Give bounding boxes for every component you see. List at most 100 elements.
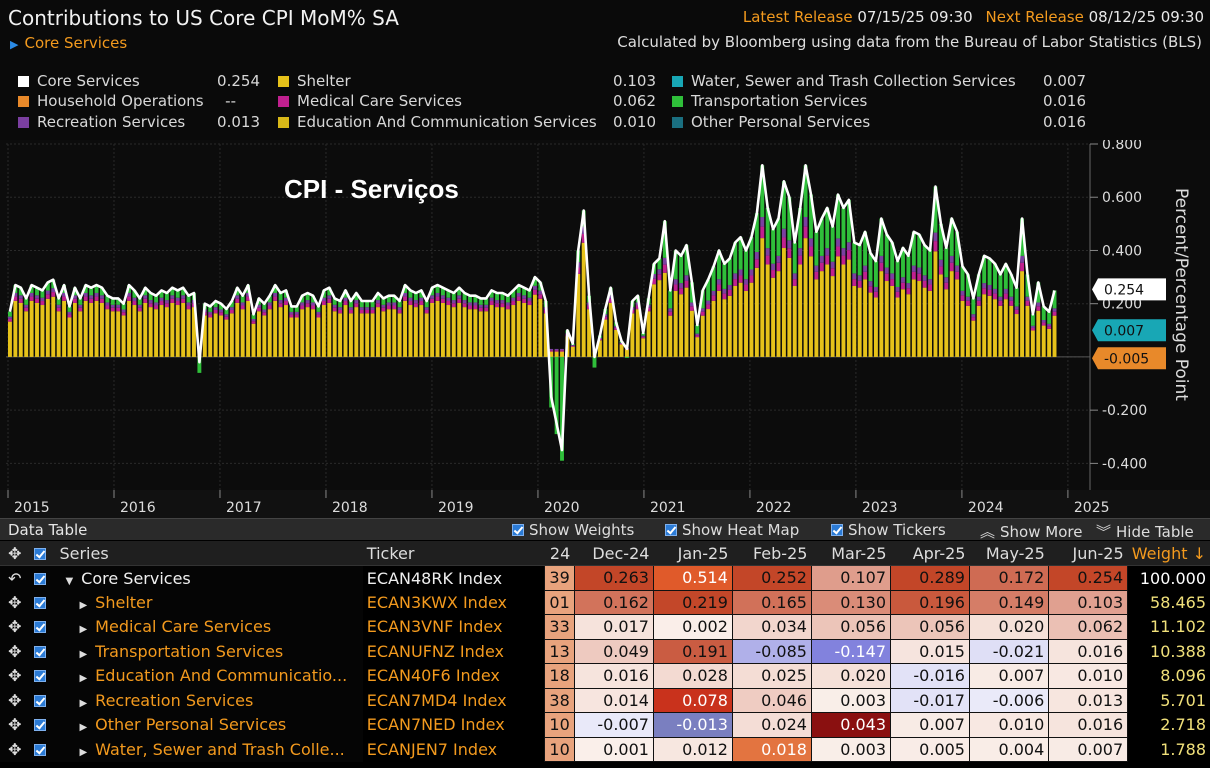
bar-shelter[interactable] xyxy=(733,285,738,357)
bar-medical[interactable] xyxy=(516,296,521,301)
bar-shelter[interactable] xyxy=(998,305,1003,357)
bar-transportation[interactable] xyxy=(83,285,88,293)
bar-shelter[interactable] xyxy=(489,305,494,357)
bar-medical[interactable] xyxy=(408,301,413,306)
bar-recreation[interactable] xyxy=(13,292,18,297)
bar-medical[interactable] xyxy=(500,303,505,308)
bar-recreation[interactable] xyxy=(695,333,700,336)
bar-transportation[interactable] xyxy=(100,287,104,296)
bar-recreation[interactable] xyxy=(392,302,397,306)
bar-shelter[interactable] xyxy=(933,251,938,357)
bar-shelter[interactable] xyxy=(370,313,375,357)
bar-transportation[interactable] xyxy=(316,306,321,312)
bar-recreation[interactable] xyxy=(960,290,965,296)
bar-shelter[interactable] xyxy=(305,307,310,357)
bar-shelter[interactable] xyxy=(949,271,954,357)
bar-medical[interactable] xyxy=(94,296,99,301)
bar-recreation[interactable] xyxy=(971,314,976,318)
bar-recreation[interactable] xyxy=(186,302,191,306)
bar-shelter[interactable] xyxy=(641,338,646,357)
bar-medical[interactable] xyxy=(819,262,824,272)
bar-transportation[interactable] xyxy=(1052,290,1057,309)
bar-shelter[interactable] xyxy=(587,309,592,357)
bar-shelter[interactable] xyxy=(72,302,77,357)
bar-transportation[interactable] xyxy=(473,295,478,303)
bar-shelter[interactable] xyxy=(143,302,148,357)
bar-recreation[interactable] xyxy=(332,304,337,308)
bar-transportation[interactable] xyxy=(928,250,932,280)
bar-medical[interactable] xyxy=(749,275,754,283)
table-row[interactable]: ✥ ▶ Medical Care Services ECAN3VNF Index 33 0… xyxy=(0,614,1210,640)
bar-transportation[interactable] xyxy=(657,258,662,270)
show-tickers-toggle[interactable]: Show Tickers xyxy=(831,521,946,539)
bar-recreation[interactable] xyxy=(771,263,776,271)
bar-transportation[interactable] xyxy=(1020,218,1025,256)
bar-transportation[interactable] xyxy=(457,287,462,296)
bar-shelter[interactable] xyxy=(803,238,808,357)
bar-shelter[interactable] xyxy=(202,315,207,357)
bar-medical[interactable] xyxy=(397,309,402,314)
bar-transportation[interactable] xyxy=(760,165,765,218)
bar-transportation[interactable] xyxy=(706,279,711,301)
bar-recreation[interactable] xyxy=(164,300,169,304)
bar-recreation[interactable] xyxy=(278,300,283,304)
bar-shelter[interactable] xyxy=(976,305,981,357)
bar-recreation[interactable] xyxy=(516,292,521,297)
bar-shelter[interactable] xyxy=(727,295,732,357)
move-icon[interactable]: ✥ xyxy=(0,737,30,762)
bar-medical[interactable] xyxy=(744,284,748,291)
table-row[interactable]: ↶ ▼ Core Services ECAN48RK Index 39 0.263 0.51… xyxy=(0,565,1210,591)
bar-recreation[interactable] xyxy=(18,295,23,299)
bar-shelter[interactable] xyxy=(960,300,965,357)
value-cell[interactable]: 13 xyxy=(544,638,575,664)
bar-medical[interactable] xyxy=(1041,322,1046,326)
bar-shelter[interactable] xyxy=(771,277,776,357)
bar-recreation[interactable] xyxy=(89,295,94,299)
bar-transportation[interactable] xyxy=(137,298,142,305)
bar-recreation[interactable] xyxy=(267,302,272,306)
bar-shelter[interactable] xyxy=(100,302,104,357)
value-cell[interactable]: 0.001 xyxy=(573,736,654,762)
bar-transportation[interactable] xyxy=(971,298,976,315)
bar-shelter[interactable] xyxy=(240,309,245,357)
bar-shelter[interactable] xyxy=(478,311,483,357)
bar-medical[interactable] xyxy=(224,316,229,320)
bar-transportation[interactable] xyxy=(132,290,137,298)
bar-shelter[interactable] xyxy=(901,289,905,357)
value-cell[interactable]: 0.005 xyxy=(890,736,970,762)
bar-medical[interactable] xyxy=(473,305,478,310)
bar-medical[interactable] xyxy=(35,298,39,303)
bar-shelter[interactable] xyxy=(993,299,997,357)
row-checkbox[interactable] xyxy=(29,712,56,737)
value-cell[interactable]: 0.020 xyxy=(968,614,1050,640)
bar-medical[interactable] xyxy=(446,301,451,306)
bar-recreation[interactable] xyxy=(922,275,927,281)
bar-recreation[interactable] xyxy=(105,302,110,306)
value-cell[interactable]: 0.046 xyxy=(731,687,812,713)
bar-medical[interactable] xyxy=(533,289,537,295)
value-cell[interactable]: 0.078 xyxy=(652,687,733,713)
bar-recreation[interactable] xyxy=(554,348,559,351)
value-cell[interactable]: 0.016 xyxy=(1048,638,1129,664)
bar-transportation[interactable] xyxy=(814,231,819,266)
stacked-bar-chart[interactable]: 2015 2016 2017 2018 2019 2020 2021 2022 2023 2024… xyxy=(0,140,1210,518)
bar-medical[interactable] xyxy=(814,271,819,280)
bar-shelter[interactable] xyxy=(413,307,418,357)
bar-shelter[interactable] xyxy=(938,274,943,357)
bar-shelter[interactable] xyxy=(570,346,575,357)
bar-medical[interactable] xyxy=(29,296,34,301)
bar-medical[interactable] xyxy=(451,303,456,308)
bar-transportation[interactable] xyxy=(771,229,776,264)
bar-medical[interactable] xyxy=(781,237,786,249)
caret-right-icon[interactable]: ▶ xyxy=(79,599,88,611)
bar-recreation[interactable] xyxy=(522,295,527,299)
bar-transportation[interactable] xyxy=(45,282,50,291)
table-row[interactable]: ✥ ▶ Water, Sewer and Trash Colle... ECANJEN… xyxy=(0,736,1210,762)
move-icon[interactable]: ✥ xyxy=(0,688,30,713)
bar-shelter[interactable] xyxy=(29,300,34,357)
value-cell[interactable]: -0.007 xyxy=(573,712,654,738)
bar-transportation[interactable] xyxy=(776,218,781,256)
series-name-cell[interactable]: ▶ Medical Care Services xyxy=(55,614,363,639)
bar-shelter[interactable] xyxy=(110,311,115,357)
bar-shelter[interactable] xyxy=(462,307,467,357)
